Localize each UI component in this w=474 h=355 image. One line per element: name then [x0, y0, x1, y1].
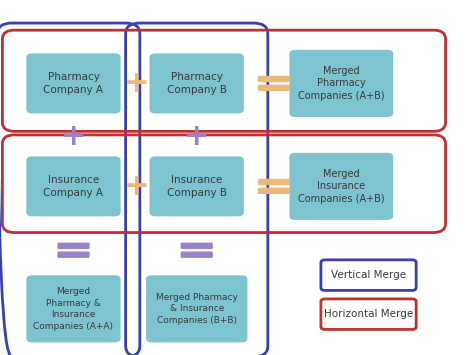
FancyBboxPatch shape	[149, 53, 244, 114]
Text: +: +	[124, 69, 149, 98]
FancyBboxPatch shape	[258, 179, 290, 185]
FancyBboxPatch shape	[27, 53, 120, 114]
FancyBboxPatch shape	[57, 251, 90, 258]
FancyBboxPatch shape	[258, 76, 290, 82]
FancyBboxPatch shape	[146, 275, 247, 342]
Text: Vertical Merge: Vertical Merge	[331, 270, 406, 280]
Text: Merged
Pharmacy &
Insurance
Companies (A+A): Merged Pharmacy & Insurance Companies (A…	[34, 287, 113, 331]
FancyBboxPatch shape	[289, 153, 393, 220]
Text: Horizontal Merge: Horizontal Merge	[324, 309, 413, 319]
Text: +: +	[124, 172, 149, 201]
Text: +: +	[184, 122, 210, 151]
Text: Merged
Insurance
Companies (A+B): Merged Insurance Companies (A+B)	[298, 169, 384, 204]
FancyBboxPatch shape	[149, 157, 244, 216]
FancyBboxPatch shape	[181, 243, 213, 249]
FancyBboxPatch shape	[258, 187, 290, 194]
Text: Merged
Pharmacy
Companies (A+B): Merged Pharmacy Companies (A+B)	[298, 66, 384, 101]
Text: Pharmacy
Company A: Pharmacy Company A	[44, 72, 103, 95]
Text: Insurance
Company A: Insurance Company A	[44, 175, 103, 198]
FancyBboxPatch shape	[321, 299, 416, 329]
Text: Merged Pharmacy
& Insurance
Companies (B+B): Merged Pharmacy & Insurance Companies (B…	[156, 293, 237, 325]
FancyBboxPatch shape	[289, 50, 393, 117]
FancyBboxPatch shape	[181, 251, 213, 258]
Text: Pharmacy
Company B: Pharmacy Company B	[167, 72, 227, 95]
FancyBboxPatch shape	[27, 157, 120, 216]
Text: +: +	[61, 122, 86, 151]
FancyBboxPatch shape	[57, 243, 90, 249]
FancyBboxPatch shape	[321, 260, 416, 290]
FancyBboxPatch shape	[27, 275, 120, 342]
Text: Insurance
Company B: Insurance Company B	[167, 175, 227, 198]
FancyBboxPatch shape	[258, 84, 290, 91]
